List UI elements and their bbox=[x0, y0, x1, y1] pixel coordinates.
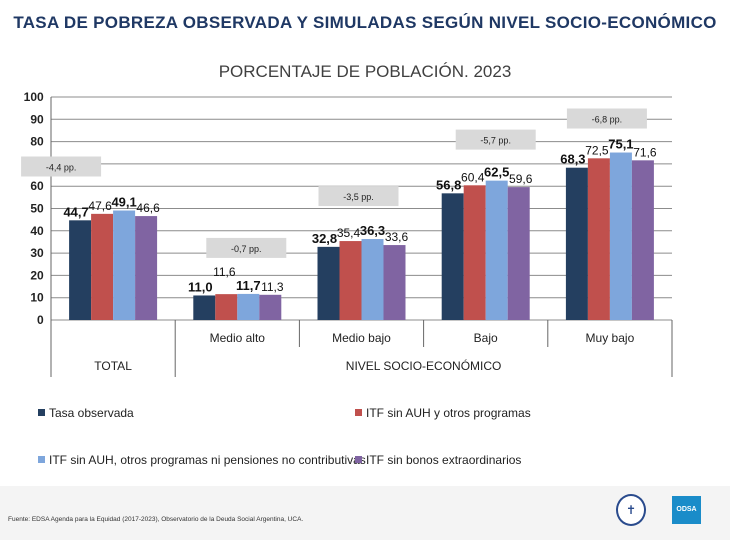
legend-swatch bbox=[355, 409, 362, 416]
difference-label: -5,7 pp. bbox=[480, 136, 511, 146]
y-tick-label: 20 bbox=[30, 268, 44, 282]
bar-1-2 bbox=[339, 241, 362, 320]
data-label: 36,3 bbox=[360, 223, 385, 238]
data-label: 33,6 bbox=[385, 230, 409, 244]
y-tick-label: 100 bbox=[24, 90, 44, 104]
y-tick-label: 60 bbox=[30, 179, 44, 193]
bar-2-3 bbox=[485, 180, 508, 320]
category-label-bajo: Bajo bbox=[474, 331, 498, 345]
odsa-logo: ODSA bbox=[672, 496, 701, 524]
category-label-medio-alto: Medio alto bbox=[210, 331, 266, 345]
bar-1-3 bbox=[463, 185, 486, 320]
category-label-total: TOTAL bbox=[94, 359, 132, 373]
difference-box bbox=[455, 129, 536, 150]
source-note: Fuente: EDSA Agenda para la Equidad (201… bbox=[8, 516, 304, 523]
chart-title: TASA DE POBREZA OBSERVADA Y SIMULADAS SE… bbox=[13, 13, 717, 32]
legend-label: ITF sin AUH, otros programas ni pensione… bbox=[49, 453, 366, 467]
bar-3-1 bbox=[259, 294, 282, 320]
data-label: 75,1 bbox=[608, 137, 633, 152]
y-tick-label: 50 bbox=[30, 202, 44, 216]
uca-seal-logo: ✝ bbox=[616, 494, 646, 526]
legend-label: Tasa observada bbox=[49, 406, 134, 420]
data-label: 11,7 bbox=[236, 278, 261, 293]
data-label: 47,6 bbox=[88, 199, 112, 213]
legend-swatch bbox=[355, 456, 362, 463]
bar-3-2 bbox=[383, 245, 406, 320]
bar-2-0 bbox=[113, 210, 136, 320]
legend-label: ITF sin bonos extraordinarios bbox=[366, 453, 521, 467]
bar-3-4 bbox=[631, 160, 654, 320]
bar-0-1 bbox=[193, 295, 216, 320]
data-label: 72,5 bbox=[585, 143, 609, 157]
data-label: 11,6 bbox=[213, 265, 236, 279]
difference-box bbox=[566, 108, 647, 129]
chart-subtitle: PORCENTAJE DE POBLACIÓN. 2023 bbox=[218, 62, 512, 81]
bar-0-2 bbox=[317, 246, 340, 320]
bar-1-1 bbox=[215, 294, 238, 320]
y-tick-label: 90 bbox=[30, 112, 44, 126]
data-label: 56,8 bbox=[436, 177, 461, 192]
bar-1-0 bbox=[91, 213, 114, 320]
y-tick-label: 40 bbox=[30, 224, 44, 238]
legend-swatch bbox=[38, 409, 45, 416]
bar-2-2 bbox=[361, 239, 384, 320]
bar-1-4 bbox=[587, 158, 610, 320]
data-label: 59,6 bbox=[509, 172, 533, 186]
difference-box bbox=[21, 156, 102, 177]
bar-0-4 bbox=[565, 167, 588, 320]
y-tick-label: 30 bbox=[30, 246, 44, 260]
bar-3-3 bbox=[507, 187, 530, 320]
data-label: 11,0 bbox=[188, 279, 213, 294]
difference-box bbox=[206, 237, 287, 258]
data-label: 60,4 bbox=[461, 170, 485, 184]
data-label: 11,3 bbox=[261, 280, 284, 294]
footer bbox=[0, 486, 730, 540]
bar-3-0 bbox=[135, 216, 158, 320]
data-label: 62,5 bbox=[484, 165, 509, 180]
y-tick-label: 10 bbox=[30, 291, 44, 305]
legend-label: ITF sin AUH y otros programas bbox=[366, 406, 531, 420]
bar-2-4 bbox=[609, 152, 632, 320]
data-label: 46,6 bbox=[136, 201, 160, 215]
x-group-label: NIVEL SOCIO-ECONÓMICO bbox=[346, 358, 502, 373]
data-label: 71,6 bbox=[633, 145, 657, 159]
legend-swatch bbox=[38, 456, 45, 463]
bar-0-0 bbox=[69, 220, 92, 320]
data-label: 49,1 bbox=[111, 195, 136, 210]
bar-chart: 0102030405060708090100TOTALMedio altoMed… bbox=[21, 90, 673, 467]
y-tick-label: 80 bbox=[30, 135, 44, 149]
bar-0-3 bbox=[441, 193, 464, 320]
bar-2-1 bbox=[237, 293, 260, 320]
data-label: 35,4 bbox=[337, 226, 361, 240]
difference-label: -3,5 pp. bbox=[343, 192, 374, 202]
y-tick-label: 0 bbox=[37, 313, 44, 327]
difference-label: -4,4 pp. bbox=[46, 163, 77, 173]
category-label-medio-bajo: Medio bajo bbox=[332, 331, 391, 345]
data-label: 68,3 bbox=[560, 152, 585, 167]
data-label: 32,8 bbox=[312, 231, 337, 246]
difference-label: -0,7 pp. bbox=[231, 244, 262, 254]
difference-box bbox=[318, 186, 399, 207]
category-label-muy-bajo: Muy bajo bbox=[586, 331, 635, 345]
difference-label: -6,8 pp. bbox=[592, 115, 623, 125]
data-label: 44,7 bbox=[63, 204, 88, 219]
